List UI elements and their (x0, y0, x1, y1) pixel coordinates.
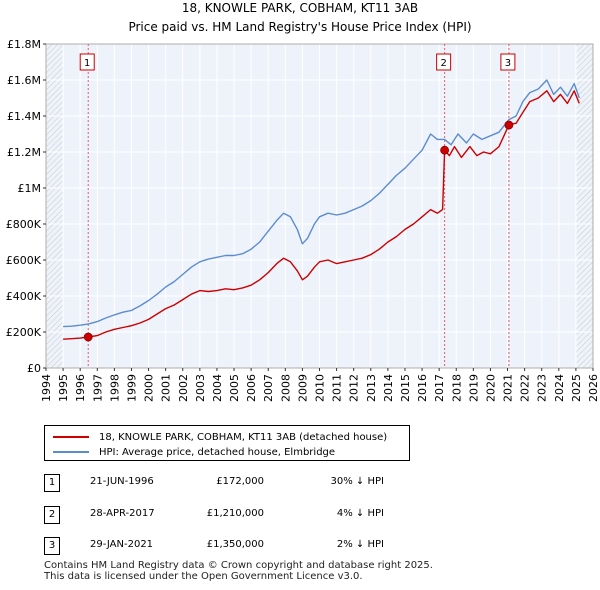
footer-copyright: Contains HM Land Registry data © Crown c… (44, 560, 433, 571)
y-tick-label: £200K (6, 326, 42, 339)
price-chart: 18, KNOWLE PARK, COBHAM, KT11 3AB Price … (6, 1, 600, 402)
x-tick-label: 2026 (587, 374, 600, 402)
y-tick-label: £1.8M (7, 38, 41, 51)
y-tick-label: £600K (6, 254, 42, 267)
marker-box (436, 53, 452, 71)
y-tick-label: £1M (18, 182, 42, 195)
x-tick-label: 2003 (194, 374, 207, 402)
legend: 18, KNOWLE PARK, COBHAM, KT11 3AB (detac… (44, 425, 410, 461)
marker-label: 2 (440, 58, 446, 69)
hatched-region-end (575, 44, 593, 368)
x-tick-label: 1995 (57, 374, 70, 402)
transaction-hpi: 4% ↓ HPI (336, 508, 384, 519)
y-tick-label: £400K (6, 290, 42, 303)
x-tick-label: 2024 (553, 374, 566, 402)
transaction-hpi: 30% ↓ HPI (330, 476, 384, 487)
x-tick-label: 2000 (143, 374, 156, 402)
x-tick-label: 2015 (399, 374, 412, 402)
hpi-line (63, 79, 580, 328)
sale-point (504, 120, 514, 130)
x-tick-label: 1996 (74, 374, 87, 402)
x-tick-label: 2014 (382, 374, 395, 402)
transaction-number: 1 (44, 474, 60, 492)
x-tick-label: 2013 (365, 374, 378, 402)
x-tick-label: 2017 (433, 374, 446, 402)
transaction-price: £1,210,000 (206, 508, 264, 519)
legend-item-property: 18, KNOWLE PARK, COBHAM, KT11 3AB (detac… (53, 429, 387, 445)
y-tick-label: £1.6M (7, 74, 41, 87)
marker-label: 3 (505, 58, 511, 69)
hatched-region-start (46, 44, 64, 368)
chart-subtitle: Price paid vs. HM Land Registry's House … (128, 20, 471, 34)
marker-box (500, 53, 516, 71)
legend-item-hpi: HPI: Average price, detached house, Elmb… (53, 444, 335, 460)
y-tick-label: £1.2M (7, 146, 41, 159)
x-tick-label: 2023 (536, 374, 549, 402)
legend-swatch-property (53, 436, 89, 438)
marker-label: 1 (84, 58, 90, 69)
y-tick-label: £0 (27, 362, 41, 375)
transaction-price: £172,000 (216, 476, 264, 487)
transaction-number: 3 (44, 537, 60, 555)
x-tick-label: 2021 (502, 374, 515, 402)
transaction-date: 29-JAN-2021 (90, 539, 154, 550)
y-tick-label: £1.4M (7, 110, 41, 123)
sale-point (83, 332, 93, 342)
x-tick-label: 2016 (416, 374, 429, 402)
x-tick-label: 2008 (279, 374, 292, 402)
x-tick-label: 2025 (570, 374, 583, 402)
x-tick-label: 1997 (91, 374, 104, 402)
x-tick-label: 2002 (177, 374, 190, 402)
y-tick-label: £800K (6, 218, 42, 231)
x-tick-label: 1999 (125, 374, 138, 402)
x-tick-label: 1998 (108, 374, 121, 402)
legend-swatch-hpi (53, 451, 89, 453)
transaction-number: 2 (44, 506, 60, 524)
x-tick-label: 2020 (484, 374, 497, 402)
footer: Contains HM Land Registry data © Crown c… (44, 560, 433, 582)
marker-box (79, 53, 95, 71)
transaction-date: 28-APR-2017 (90, 508, 155, 519)
x-tick-label: 2011 (331, 374, 344, 402)
transaction-date: 21-JUN-1996 (90, 476, 154, 487)
x-tick-label: 2005 (228, 374, 241, 402)
transaction-hpi: 2% ↓ HPI (336, 539, 384, 550)
x-tick-label: 2007 (262, 374, 275, 402)
x-tick-label: 2001 (160, 374, 173, 402)
x-tick-label: 2009 (296, 374, 309, 402)
x-tick-label: 2006 (245, 374, 258, 402)
chart-title: 18, KNOWLE PARK, COBHAM, KT11 3AB (182, 1, 418, 15)
footer-licence: This data is licensed under the Open Gov… (44, 571, 363, 582)
x-tick-label: 2022 (519, 374, 532, 402)
x-tick-label: 2012 (348, 374, 361, 402)
legend-label-property: 18, KNOWLE PARK, COBHAM, KT11 3AB (detac… (99, 431, 388, 443)
x-tick-label: 1994 (40, 374, 53, 402)
legend-label-hpi: HPI: Average price, detached house, Elmb… (99, 446, 336, 458)
x-tick-label: 2010 (314, 374, 327, 402)
x-tick-label: 2019 (467, 374, 480, 402)
x-tick-label: 2004 (211, 374, 224, 402)
transaction-price: £1,350,000 (206, 539, 264, 550)
x-tick-label: 2018 (450, 374, 463, 402)
property-price-line (63, 90, 580, 340)
sale-point (440, 145, 450, 155)
